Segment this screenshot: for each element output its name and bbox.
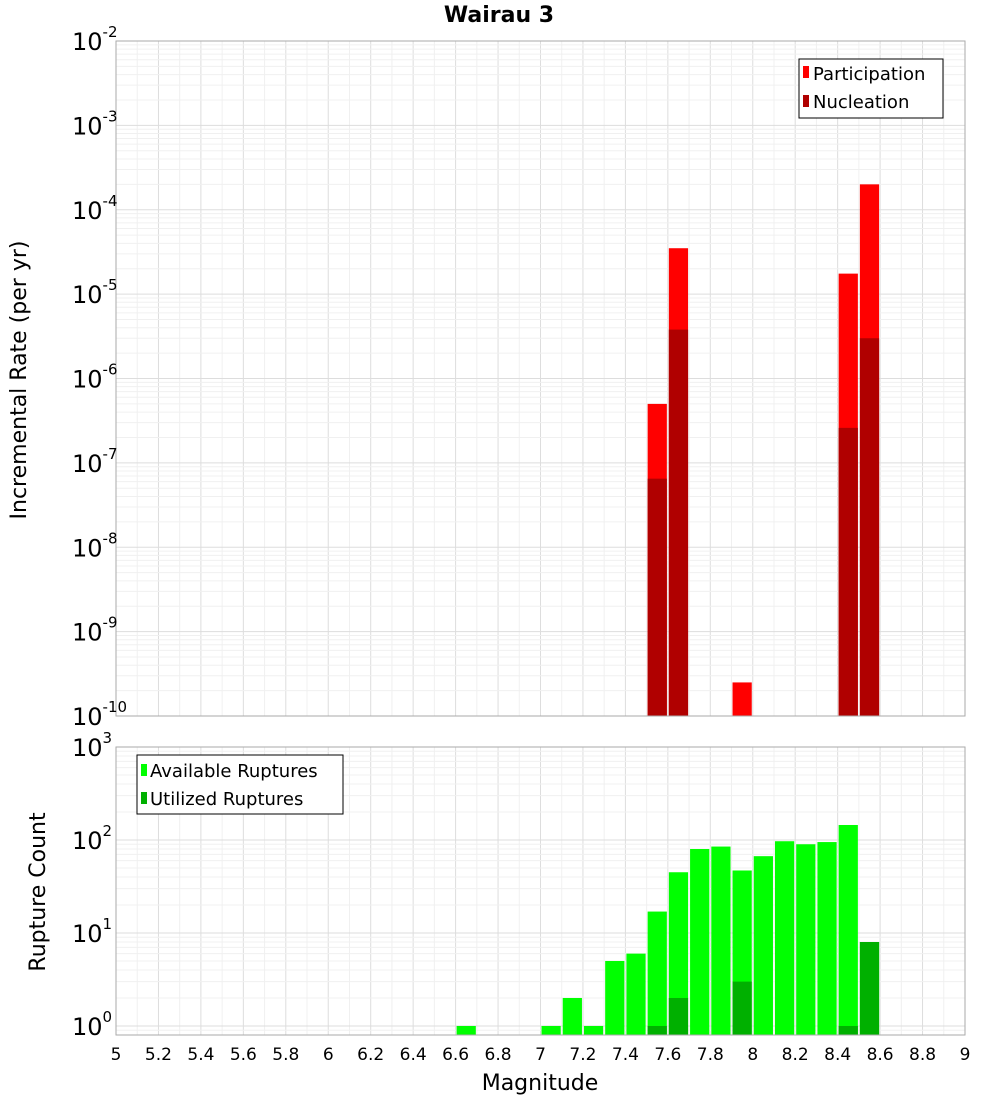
x-tick-label: 5 (111, 1045, 122, 1065)
legend-swatch-utilized (141, 792, 147, 804)
x-tick-label: 7.4 (612, 1045, 639, 1065)
x-tick-label: 5.4 (187, 1045, 214, 1065)
utilized-ruptures-bar (647, 1025, 667, 1035)
chart-title: Wairau 3 (444, 3, 554, 28)
x-tick-label: 6.4 (400, 1045, 427, 1065)
rate-y-ticks: 10-2 10-3 10-4 10-5 10-6 10-7 10-8 10-9 10-10 (72, 23, 127, 731)
utilized-ruptures-bar (838, 1025, 858, 1035)
available-ruptures-bar (647, 911, 667, 1035)
legend-swatch-available (141, 764, 147, 776)
count-legend-box (136, 754, 344, 815)
available-ruptures-bar (690, 849, 710, 1035)
x-tick-label: 8 (747, 1045, 758, 1065)
utilized-ruptures-bar (859, 942, 880, 1035)
rate-y-axis-label: Incremental Rate (per yr) (7, 241, 32, 520)
rate-y-tick-label: 10-2 (72, 23, 118, 56)
available-ruptures-bar (774, 841, 795, 1035)
available-ruptures-bar (668, 872, 689, 1035)
x-tick-label: 6.2 (357, 1045, 384, 1065)
available-ruptures-bar (838, 824, 858, 1035)
available-ruptures-bar (583, 1025, 604, 1035)
available-ruptures-bar (456, 1025, 476, 1035)
x-tick-label: 6.8 (485, 1045, 512, 1065)
available-ruptures-bar (817, 842, 837, 1035)
legend-label-available: Available Ruptures (150, 761, 318, 782)
x-tick-label: 5.6 (230, 1045, 257, 1065)
rate-y-tick-label: 10-9 (72, 614, 118, 647)
count-legend: Available Ruptures Utilized Ruptures (136, 754, 344, 815)
rate-panel: 10-2 10-3 10-4 10-5 10-6 10-7 10-8 10-9 10-10 In… (7, 23, 966, 731)
available-ruptures-bar (605, 960, 625, 1035)
count-y-ticks: 103 102 101 100 (72, 729, 112, 1041)
x-tick-label: 9 (960, 1045, 971, 1065)
available-ruptures-bar (711, 846, 731, 1035)
legend-swatch-nucleation (803, 95, 809, 107)
count-y-tick-label: 102 (72, 822, 112, 855)
count-panel: 103 102 101 100 5 5.2 5.4 5.6 5.8 6 6.2 6.4 6.6 6.8 7… (26, 729, 970, 1096)
x-axis-label: Magnitude (482, 1071, 599, 1096)
x-tick-label: 6 (323, 1045, 334, 1065)
x-tick-label: 8.2 (782, 1045, 809, 1065)
x-tick-label: 8.6 (867, 1045, 894, 1065)
available-ruptures-bar (541, 1025, 561, 1035)
nucleation-bar (859, 338, 880, 716)
count-y-tick-label: 100 (72, 1008, 112, 1041)
count-bars (456, 824, 880, 1035)
rate-y-tick-label: 10-6 (72, 361, 118, 394)
participation-bar (732, 682, 752, 716)
rate-legend-box (798, 58, 944, 119)
count-y-tick-label: 101 (72, 915, 112, 948)
rate-bars (647, 184, 880, 717)
rate-legend: Participation Nucleation (798, 58, 944, 119)
nucleation-bar (647, 478, 667, 716)
x-tick-label: 7.6 (654, 1045, 681, 1065)
rate-plot-frame (115, 40, 966, 717)
available-ruptures-bar (753, 856, 773, 1035)
rate-y-tick-label: 10-4 (72, 192, 118, 225)
count-plot-frame (115, 746, 966, 1036)
x-tick-label: 7 (535, 1045, 546, 1065)
legend-label-participation: Participation (813, 64, 925, 85)
x-tick-label: 8.4 (824, 1045, 851, 1065)
rate-y-tick-label: 10-8 (72, 529, 118, 562)
x-tick-label: 7.8 (697, 1045, 724, 1065)
legend-label-nucleation: Nucleation (813, 92, 909, 113)
count-y-tick-label: 103 (72, 729, 112, 762)
count-y-axis-label: Rupture Count (26, 812, 51, 972)
available-ruptures-bar (796, 844, 816, 1035)
x-tick-label: 7.2 (569, 1045, 596, 1065)
x-tick-label: 5.8 (272, 1045, 299, 1065)
available-ruptures-bar (626, 953, 646, 1035)
rate-y-tick-label: 10-10 (72, 698, 127, 731)
available-ruptures-bar (562, 997, 582, 1035)
x-tick-label: 8.8 (909, 1045, 936, 1065)
nucleation-bar (668, 329, 689, 716)
rate-y-tick-label: 10-7 (72, 445, 118, 478)
legend-label-utilized: Utilized Ruptures (150, 789, 303, 810)
count-x-ticks: 5 5.2 5.4 5.6 5.8 6 6.2 6.4 6.6 6.8 7 7.2 7.4 7.6 7.8 8… (111, 1045, 971, 1065)
x-tick-label: 5.2 (145, 1045, 172, 1065)
nucleation-bar (838, 427, 858, 716)
legend-swatch-participation (803, 66, 809, 78)
rate-grid (115, 41, 966, 717)
utilized-ruptures-bar (732, 981, 752, 1035)
utilized-ruptures-bar (668, 997, 689, 1035)
rate-y-tick-label: 10-5 (72, 276, 118, 309)
x-tick-label: 6.6 (442, 1045, 469, 1065)
rate-y-tick-label: 10-3 (72, 107, 118, 140)
